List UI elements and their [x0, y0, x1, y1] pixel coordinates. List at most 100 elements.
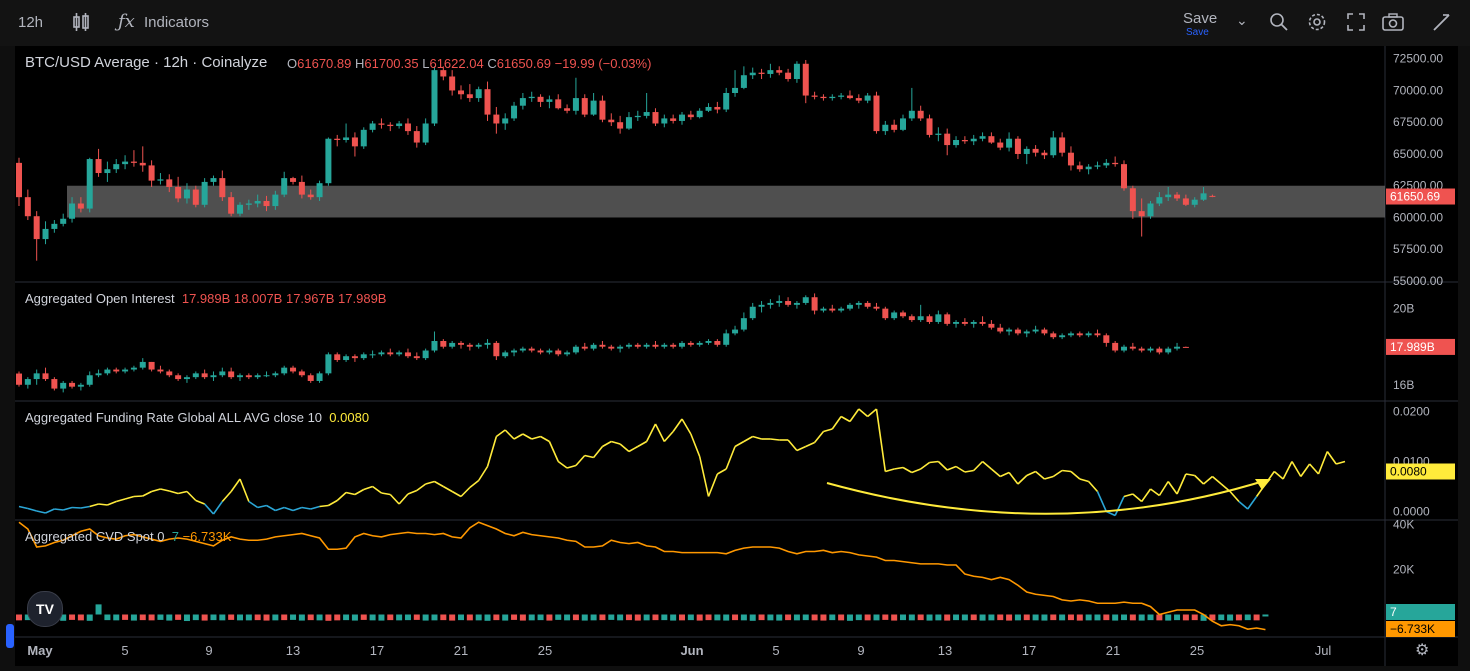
funding-line-segment	[1309, 463, 1320, 475]
cvd-histogram-bar	[404, 614, 411, 621]
price-candle	[24, 189, 31, 221]
cvd-histogram-bar	[802, 614, 809, 621]
price-candle-body	[378, 123, 385, 125]
cvd-histogram-bar	[1165, 614, 1172, 621]
price-candle-body	[555, 99, 562, 109]
funding-line-segment	[681, 418, 692, 435]
oi-candle	[387, 348, 394, 357]
funding-line-segment	[1300, 463, 1311, 477]
price-candle	[1094, 161, 1101, 170]
price-candle	[484, 81, 491, 121]
price-candle-body	[139, 162, 146, 166]
oi-candle-body	[555, 350, 562, 355]
oi-candle-body	[1112, 342, 1119, 351]
settings-gear-icon[interactable]: ⚙	[1415, 642, 1430, 659]
interval-button[interactable]: 12h	[18, 14, 44, 31]
oi-candle	[793, 301, 800, 309]
draw-icon[interactable]	[1431, 12, 1451, 37]
price-candle-body	[1023, 148, 1030, 154]
price-candle	[1147, 200, 1154, 219]
oi-candle	[219, 367, 226, 378]
oi-candle	[104, 367, 111, 376]
funding-line-segment	[1211, 475, 1222, 485]
collapse-handle[interactable]	[6, 624, 14, 648]
oi-candle-body	[590, 344, 597, 349]
price-candle	[749, 67, 756, 80]
funding-line-segment	[18, 505, 29, 510]
oi-candle	[882, 306, 889, 321]
oi-candle-body	[33, 373, 40, 380]
fullscreen-icon[interactable]	[1346, 12, 1366, 37]
price-candle	[16, 157, 22, 207]
funding-line-segment	[698, 456, 710, 497]
price-candle	[139, 146, 146, 172]
cvd-histogram-bar	[113, 614, 120, 621]
funding-line-segment	[1247, 496, 1258, 510]
chart-svg[interactable]: 72500.0070000.0067500.0065000.0062500.00…	[15, 46, 1458, 666]
search-icon[interactable]	[1269, 12, 1289, 37]
price-candle-body	[466, 94, 473, 99]
cvd-histogram-bar	[1147, 614, 1154, 621]
price-candle	[1174, 192, 1181, 201]
chevron-down-icon[interactable]: ⌄	[1236, 12, 1248, 28]
annotation-arrow-curve	[826, 479, 1268, 515]
price-candle	[1014, 136, 1021, 160]
cvd-histogram-bar	[988, 614, 995, 621]
oi-candle-body	[829, 308, 836, 311]
fx-icon[interactable]: ƒx	[118, 11, 135, 32]
price-candle-body	[617, 122, 624, 129]
oi-candle-body	[272, 373, 279, 376]
price-candle-body	[263, 200, 270, 207]
price-candle	[581, 94, 588, 118]
oi-candle	[1138, 346, 1145, 353]
oi-candle	[740, 312, 747, 332]
cvd-histogram-bar	[1200, 614, 1207, 621]
price-candle	[148, 160, 155, 187]
price-candle-body	[95, 159, 102, 174]
oi-candle	[458, 341, 464, 349]
cvd-histogram-bar	[1174, 614, 1181, 621]
price-candle-body	[458, 90, 464, 95]
camera-icon[interactable]	[1381, 12, 1405, 37]
funding-line-segment	[54, 508, 64, 511]
cvd-histogram-bar	[608, 614, 615, 620]
funding-line-segment	[363, 485, 373, 491]
o-label: O	[287, 56, 298, 71]
indicators-button[interactable]: Indicators	[144, 14, 210, 31]
cvd-histogram-bar	[95, 604, 102, 615]
oi-h: 18.007B	[233, 291, 283, 306]
oi-tick-label: 20B	[1393, 302, 1414, 316]
cvd-histogram-bar	[1006, 614, 1013, 621]
oi-candle-body	[113, 369, 120, 372]
price-candle	[458, 85, 464, 100]
price-candle-body	[1085, 166, 1092, 170]
oi-candle	[908, 314, 915, 322]
price-candle-body	[1014, 138, 1021, 154]
price-candle	[917, 105, 924, 121]
oi-candle-body	[449, 342, 456, 347]
save-button[interactable]: Save	[1183, 10, 1218, 27]
price-last-badge-bg	[1386, 188, 1455, 205]
oi-candle	[829, 304, 836, 313]
price-candle	[511, 101, 518, 121]
price-candle	[343, 123, 350, 143]
oi-candle-body	[148, 361, 155, 370]
oi-candle-body	[42, 373, 49, 380]
chart-area[interactable]: 72500.00 70000.00 67500.00 65000.00 62500.00…	[15, 46, 1458, 666]
price-candle-body	[696, 110, 703, 118]
candles-icon[interactable]	[72, 12, 90, 37]
cvd-histogram-bar	[926, 614, 933, 621]
oi-candle	[466, 342, 473, 351]
gear-icon[interactable]	[1307, 12, 1327, 37]
cvd-histogram-bar	[1182, 614, 1189, 621]
oi-candle	[334, 352, 341, 362]
funding-line-segment	[416, 483, 427, 492]
funding-line-segment	[1079, 478, 1089, 483]
price-candle	[1103, 159, 1110, 168]
funding-line-segment	[451, 490, 462, 498]
cvd-histogram-bar	[458, 614, 464, 621]
cvd-histogram-bar	[634, 614, 641, 621]
cvd-histogram-bar	[1129, 614, 1136, 621]
x-tick-label: 9	[205, 643, 212, 658]
tradingview-logo[interactable]: TV	[27, 591, 63, 627]
